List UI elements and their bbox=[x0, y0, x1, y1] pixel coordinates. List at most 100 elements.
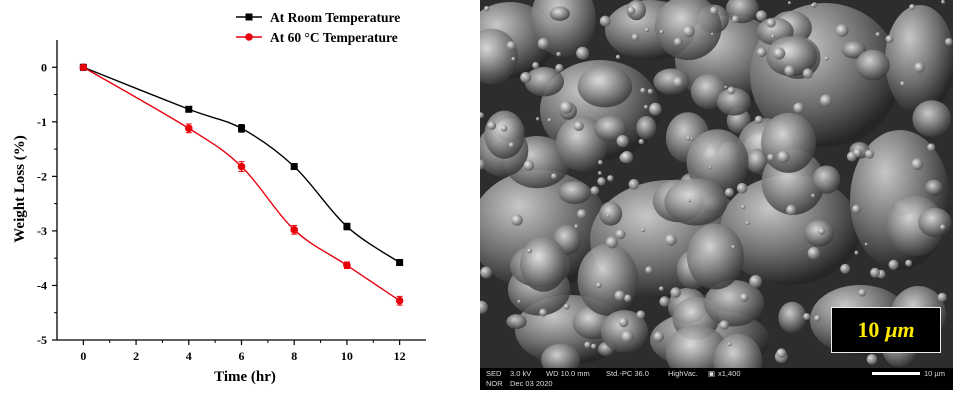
sem-nodule bbox=[574, 224, 579, 229]
sem-particle bbox=[686, 129, 749, 195]
sem-nodule bbox=[866, 354, 878, 365]
data-point bbox=[237, 162, 246, 171]
sem-nodule bbox=[727, 86, 736, 95]
sem-nodule bbox=[584, 341, 591, 349]
sem-nodule bbox=[614, 290, 625, 301]
sem-nodule bbox=[591, 343, 597, 349]
sem-nodule bbox=[940, 224, 946, 230]
sem-nodule bbox=[777, 150, 790, 163]
sem-particle bbox=[520, 236, 567, 292]
chart-svg: 0 2 4 6 8 10 12 0 -1 -2 -3 -4 -5 At Room Temperature… bbox=[12, 10, 426, 385]
sem-nodule bbox=[914, 62, 925, 73]
data-point bbox=[343, 223, 351, 231]
info-vacuum: HighVac. bbox=[668, 369, 698, 378]
sem-nodule bbox=[741, 204, 746, 210]
sem-nodule bbox=[644, 27, 650, 33]
sem-nodule bbox=[511, 56, 516, 61]
sem-particle bbox=[812, 165, 841, 194]
scale-label-unit: μm bbox=[885, 317, 915, 342]
sem-nodule bbox=[756, 47, 767, 58]
sem-nodule bbox=[647, 88, 654, 95]
sem-particle bbox=[653, 68, 690, 95]
sem-texture bbox=[480, 0, 953, 390]
info-scale: 10 µm bbox=[924, 369, 945, 378]
sem-nodule bbox=[597, 177, 606, 186]
sem-nodule bbox=[818, 227, 826, 235]
sem-nodule bbox=[688, 198, 692, 203]
sem-nodule bbox=[784, 65, 796, 77]
sem-nodule bbox=[802, 68, 813, 79]
sem-nodule bbox=[803, 313, 811, 321]
sem-nodule bbox=[854, 250, 859, 255]
data-point bbox=[184, 124, 193, 133]
sem-nodule bbox=[686, 135, 691, 141]
y-tick-label: -2 bbox=[37, 169, 47, 183]
data-point bbox=[395, 296, 404, 305]
y-tick-label: -1 bbox=[37, 115, 47, 129]
data-point bbox=[343, 261, 351, 270]
sem-nodule bbox=[724, 187, 734, 197]
sem-particle bbox=[686, 223, 744, 290]
sem-nodule bbox=[767, 153, 775, 162]
sem-nodule bbox=[708, 165, 712, 169]
data-point bbox=[238, 124, 245, 132]
sem-nodule bbox=[480, 159, 486, 170]
sem-nodule bbox=[811, 193, 816, 198]
sem-nodule bbox=[631, 33, 639, 41]
sem-nodule bbox=[618, 317, 629, 328]
sem-particle bbox=[885, 5, 953, 115]
y-tick-label: -4 bbox=[37, 278, 47, 292]
series-line bbox=[83, 66, 401, 264]
weight-loss-chart: 0 2 4 6 8 10 12 0 -1 -2 -3 -4 -5 At Room Temperature… bbox=[0, 0, 470, 390]
scale-bar bbox=[872, 372, 920, 375]
data-point bbox=[290, 226, 299, 234]
sem-nodule bbox=[559, 100, 573, 114]
sem-particle bbox=[746, 148, 768, 174]
sem-nodule bbox=[709, 6, 719, 16]
info-wd: WD 10.0 mm bbox=[546, 369, 590, 378]
y-tick-label: -5 bbox=[37, 333, 47, 347]
sem-nodule bbox=[749, 275, 763, 288]
sem-nodule bbox=[480, 300, 488, 314]
sem-nodule bbox=[480, 266, 492, 279]
sem-nodule bbox=[517, 299, 522, 304]
sem-particle bbox=[599, 201, 623, 226]
sem-nodule bbox=[840, 263, 851, 274]
data-point bbox=[396, 259, 404, 267]
sem-nodule bbox=[776, 348, 787, 358]
camera-icon: ▣ bbox=[708, 369, 716, 378]
sem-nodule bbox=[852, 204, 861, 214]
sem-particle bbox=[912, 100, 952, 137]
sem-particle bbox=[484, 110, 525, 159]
sem-particle bbox=[664, 178, 728, 226]
x-tick-label: 6 bbox=[239, 349, 245, 363]
sem-particle bbox=[558, 181, 591, 205]
sem-nodule bbox=[771, 34, 776, 39]
sem-nodule bbox=[819, 94, 833, 107]
sem-nodule bbox=[731, 245, 736, 249]
sem-nodule bbox=[520, 71, 532, 83]
sem-nodule bbox=[719, 320, 730, 330]
sem-nodule bbox=[484, 5, 490, 12]
sem-nodule bbox=[577, 209, 587, 219]
sem-nodule bbox=[487, 121, 497, 130]
info-magnification: x1,400 bbox=[718, 369, 741, 378]
legend-label: At Room Temperature bbox=[270, 10, 400, 25]
x-tick-label: 8 bbox=[291, 349, 297, 363]
sem-nodule bbox=[927, 143, 936, 152]
sem-nodule bbox=[627, 6, 636, 15]
sem-nodule bbox=[864, 149, 875, 159]
sem-nodule bbox=[905, 259, 913, 267]
sem-nodule bbox=[673, 37, 683, 47]
sem-nodule bbox=[527, 248, 532, 254]
sem-particle bbox=[841, 41, 867, 59]
sem-nodule bbox=[653, 331, 664, 342]
x-axis-label: Time (hr) bbox=[214, 369, 276, 385]
sem-nodule bbox=[590, 186, 600, 195]
sem-particle bbox=[549, 6, 570, 21]
y-tick-label: -3 bbox=[37, 224, 47, 238]
sem-nodule bbox=[766, 18, 776, 28]
sem-nodule bbox=[480, 112, 484, 119]
sem-nodule bbox=[937, 292, 947, 302]
sem-nodule bbox=[710, 32, 714, 36]
